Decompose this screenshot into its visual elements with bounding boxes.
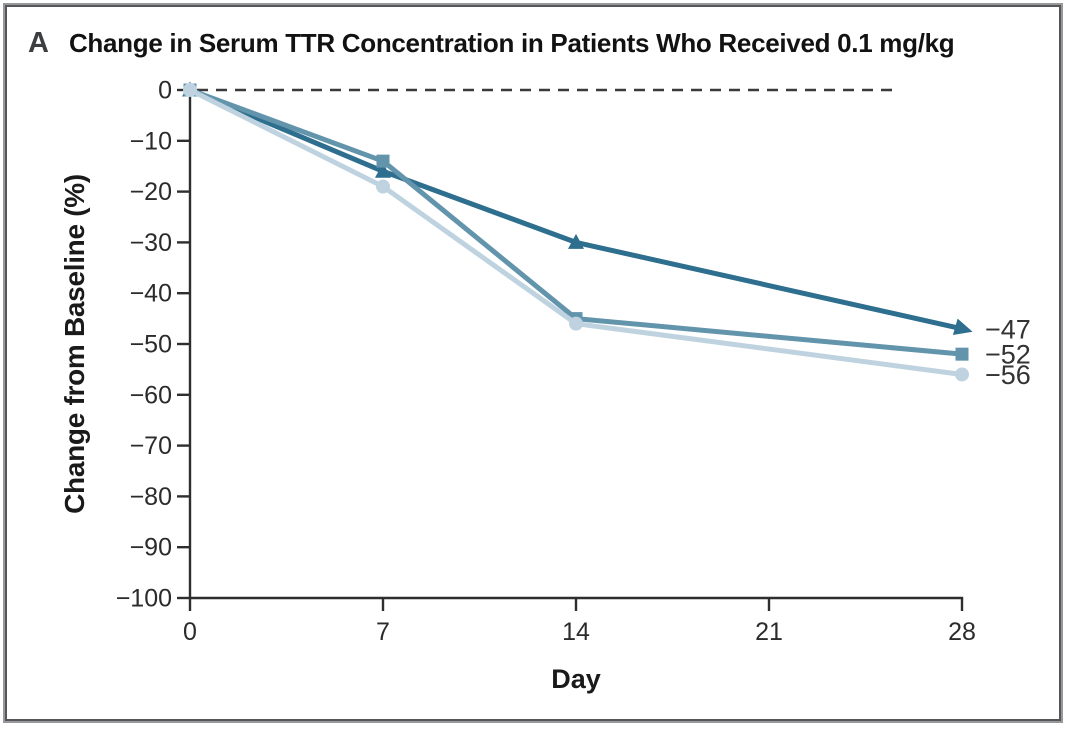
series-line-patient-circle [187,87,965,377]
circle-marker [183,83,197,97]
y-tick-label: −40 [130,280,172,308]
y-tick-label: −70 [130,432,172,460]
y-tick-label: 0 [158,77,172,105]
series-end-label-patient-triangle: −47 [985,314,1031,344]
triangle-marker [375,162,391,178]
y-tick-label: −10 [130,127,172,155]
series-line-patient-square [187,87,965,357]
x-tick-label: 21 [755,618,783,646]
triangle-marker [568,233,584,249]
circle-marker [955,367,969,382]
triangle-marker [952,318,973,336]
y-tick-label: −60 [130,381,172,409]
square-marker [955,347,969,361]
panel-label: A [28,27,49,59]
y-tick-label: −30 [130,229,172,257]
y-tick-label: −20 [130,178,172,206]
y-tick-label: −100 [116,585,172,613]
x-tick-label: 7 [376,618,390,646]
circle-marker [569,316,583,331]
x-tick-label: 14 [562,618,590,646]
x-tick-label: 0 [183,618,197,646]
figure-title: Change in Serum TTR Concentration in Pat… [68,28,955,58]
y-tick-label: −80 [130,483,172,511]
series-end-label-patient-square: −52 [985,340,1031,370]
series-line-patient-triangle [187,87,965,332]
series-end-label-patient-circle: −56 [985,360,1031,390]
y-tick-label: −50 [130,331,172,359]
square-marker [376,154,390,168]
y-tick-label: −90 [130,534,172,562]
figure-title-row: A Change in Serum TTR Concentration in P… [28,27,955,60]
circle-marker [376,179,390,194]
x-tick-label: 28 [948,618,976,646]
x-axis-title: Day [551,664,601,694]
y-axis-title: Change from Baseline (%) [59,174,90,514]
